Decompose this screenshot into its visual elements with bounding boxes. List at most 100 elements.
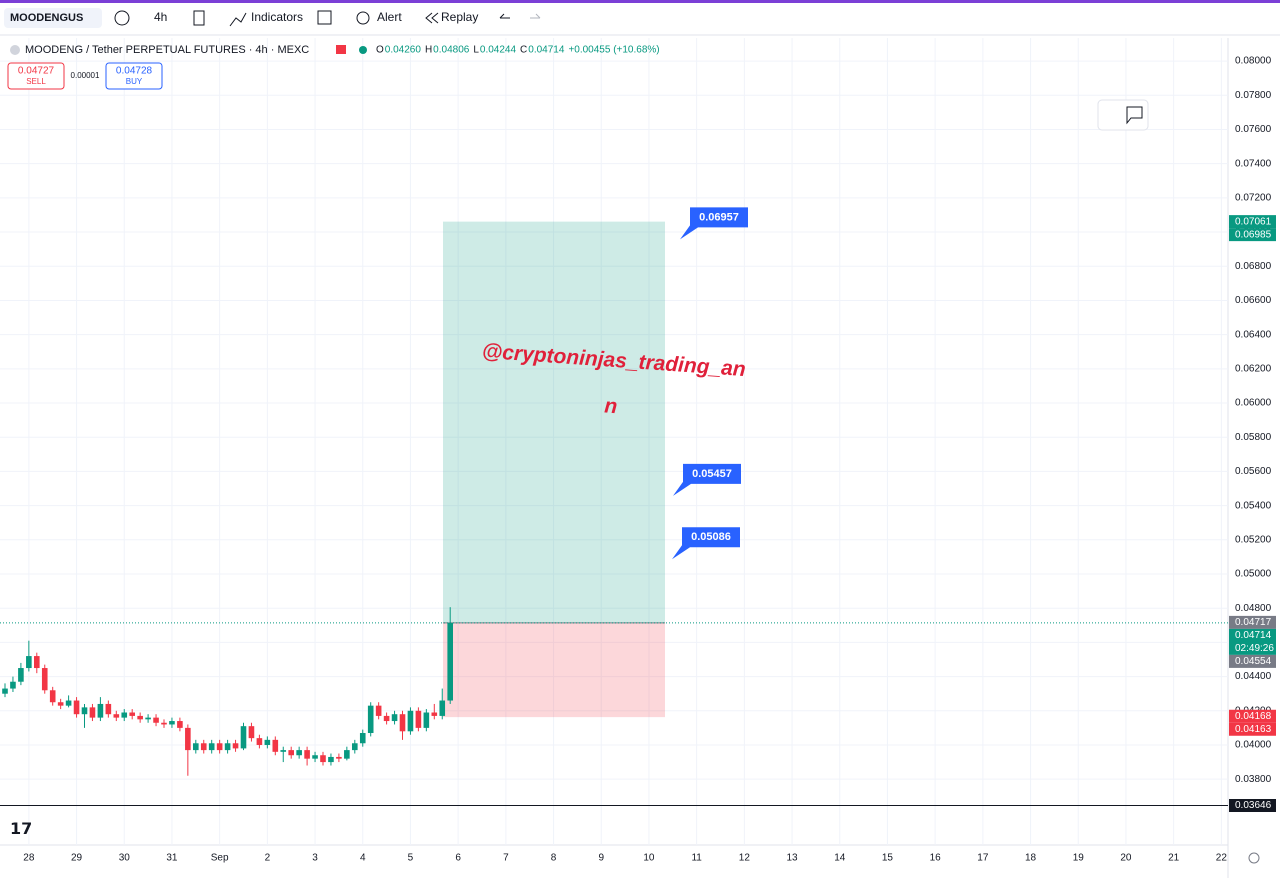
alert-icon[interactable]	[356, 11, 370, 25]
symbol[interactable]: MOODENGUS	[10, 12, 83, 24]
y-tick-label: 0.06600	[1235, 295, 1272, 306]
top-bar	[0, 0, 1280, 3]
flag	[336, 45, 346, 54]
candle-body	[328, 756, 334, 763]
y-tick-label: 0.04000	[1235, 740, 1272, 751]
candles	[2, 607, 453, 776]
price-tag	[1229, 215, 1276, 229]
interval[interactable]: 4h	[154, 10, 167, 24]
candle-body	[439, 700, 446, 716]
candle-body	[383, 715, 390, 722]
candle-body	[137, 715, 143, 720]
x-tick-label: 4	[360, 853, 366, 864]
candle-body	[264, 739, 271, 745]
candle-body	[216, 743, 223, 751]
alert-button[interactable]: Alert	[377, 10, 402, 24]
symbol-box[interactable]	[4, 8, 102, 28]
sell-price[interactable]: 0.04727	[18, 66, 55, 77]
candle-body	[2, 688, 8, 694]
buy-button[interactable]	[105, 62, 163, 90]
overlays: 0.06957 0.05457 0.05086 0.07061 0.06985 0.047…	[0, 207, 1276, 813]
y-tick-label: 0.05400	[1235, 500, 1272, 511]
x-tick-label: 11	[691, 853, 702, 864]
buy-label[interactable]: BUY	[126, 77, 143, 86]
x-tick-label: 7	[503, 853, 509, 864]
candle-body	[296, 750, 302, 756]
price-tag-label: 0.06985	[1235, 229, 1272, 240]
x-tick-label: 28	[23, 853, 35, 864]
candle-body	[10, 681, 16, 689]
price-tag	[1229, 722, 1276, 736]
candle-body	[272, 739, 279, 752]
ohlc-key: O	[376, 45, 384, 56]
chart-type-icon[interactable]	[193, 10, 205, 26]
ohlc-value: 0.04806	[433, 45, 470, 56]
undo-icon[interactable]	[499, 13, 510, 19]
spread: 0.00001	[71, 71, 100, 80]
profit-zone	[443, 221, 665, 623]
candle-body	[224, 743, 231, 751]
symbol-logo	[10, 45, 20, 55]
position-tool	[443, 221, 665, 718]
candle-body	[200, 743, 207, 751]
candle-body	[153, 717, 159, 723]
indicators-icon[interactable]	[229, 12, 247, 27]
sell-label[interactable]: SELL	[26, 77, 46, 86]
add-icon[interactable]	[114, 10, 130, 26]
candle-body	[407, 710, 414, 732]
loss-zone	[443, 622, 665, 718]
candle-body	[41, 668, 48, 691]
candle-body	[121, 712, 128, 718]
buy-price[interactable]: 0.04728	[116, 66, 153, 77]
sell-button[interactable]	[7, 62, 65, 90]
candle-body	[375, 705, 382, 716]
price-tag	[1229, 799, 1276, 813]
watermark-line: n	[604, 394, 618, 418]
y-tick-label: 0.05000	[1235, 569, 1272, 580]
candle-body	[113, 714, 120, 718]
y-tick-label: 0.04800	[1235, 603, 1272, 614]
x-tick-label: 10	[643, 853, 655, 864]
candle-body	[145, 717, 151, 720]
price-tag	[1229, 615, 1276, 629]
x-tick-label: 17	[977, 853, 989, 864]
candle-body	[367, 705, 374, 734]
candle-body	[161, 722, 167, 725]
grid: 0.038000.040000.042000.044000.046000.048…	[0, 38, 1272, 864]
x-tick-label: 3	[312, 853, 318, 864]
ohlc-key: C	[520, 45, 527, 56]
replay-icon[interactable]	[425, 12, 439, 24]
candle-body	[447, 622, 453, 701]
candle-body	[129, 712, 135, 716]
redo-icon[interactable]	[530, 13, 541, 19]
replay-button[interactable]: Replay	[441, 10, 478, 24]
callout-label: 0.05457	[692, 468, 732, 480]
candle-body	[26, 656, 32, 669]
callout-box	[672, 527, 740, 560]
y-tick-label: 0.07200	[1235, 193, 1272, 204]
candle-body	[248, 726, 255, 739]
indicators-button[interactable]: Indicators	[251, 10, 303, 24]
x-tick-label: 6	[455, 853, 461, 864]
y-tick-label: 0.07400	[1235, 158, 1272, 169]
x-tick-label: 16	[930, 853, 942, 864]
settings-icon[interactable]	[1248, 852, 1260, 864]
comment-icon[interactable]	[1126, 106, 1143, 125]
templates-icon[interactable]	[317, 10, 332, 25]
price-tag	[1229, 228, 1276, 242]
y-tick-label: 0.04400	[1235, 671, 1272, 682]
candle-body	[34, 656, 40, 669]
candle-body	[57, 702, 64, 706]
price-tag	[1229, 709, 1276, 723]
candle-body	[193, 743, 199, 751]
candle-body	[304, 750, 310, 759]
drawing-toolbar[interactable]	[1097, 99, 1149, 131]
candle-body	[399, 714, 406, 732]
x-tick-label: 22	[1216, 853, 1228, 864]
legend-title: MOODENG / Tether PERPETUAL FUTURES · 4h …	[25, 44, 309, 56]
x-tick-label: 9	[598, 853, 604, 864]
x-tick-label: 18	[1025, 853, 1037, 864]
tv-logo: 𝟭𝟳	[10, 821, 32, 838]
